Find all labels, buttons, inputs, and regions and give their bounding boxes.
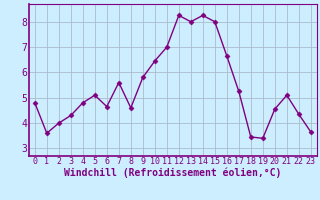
X-axis label: Windchill (Refroidissement éolien,°C): Windchill (Refroidissement éolien,°C) xyxy=(64,168,282,178)
